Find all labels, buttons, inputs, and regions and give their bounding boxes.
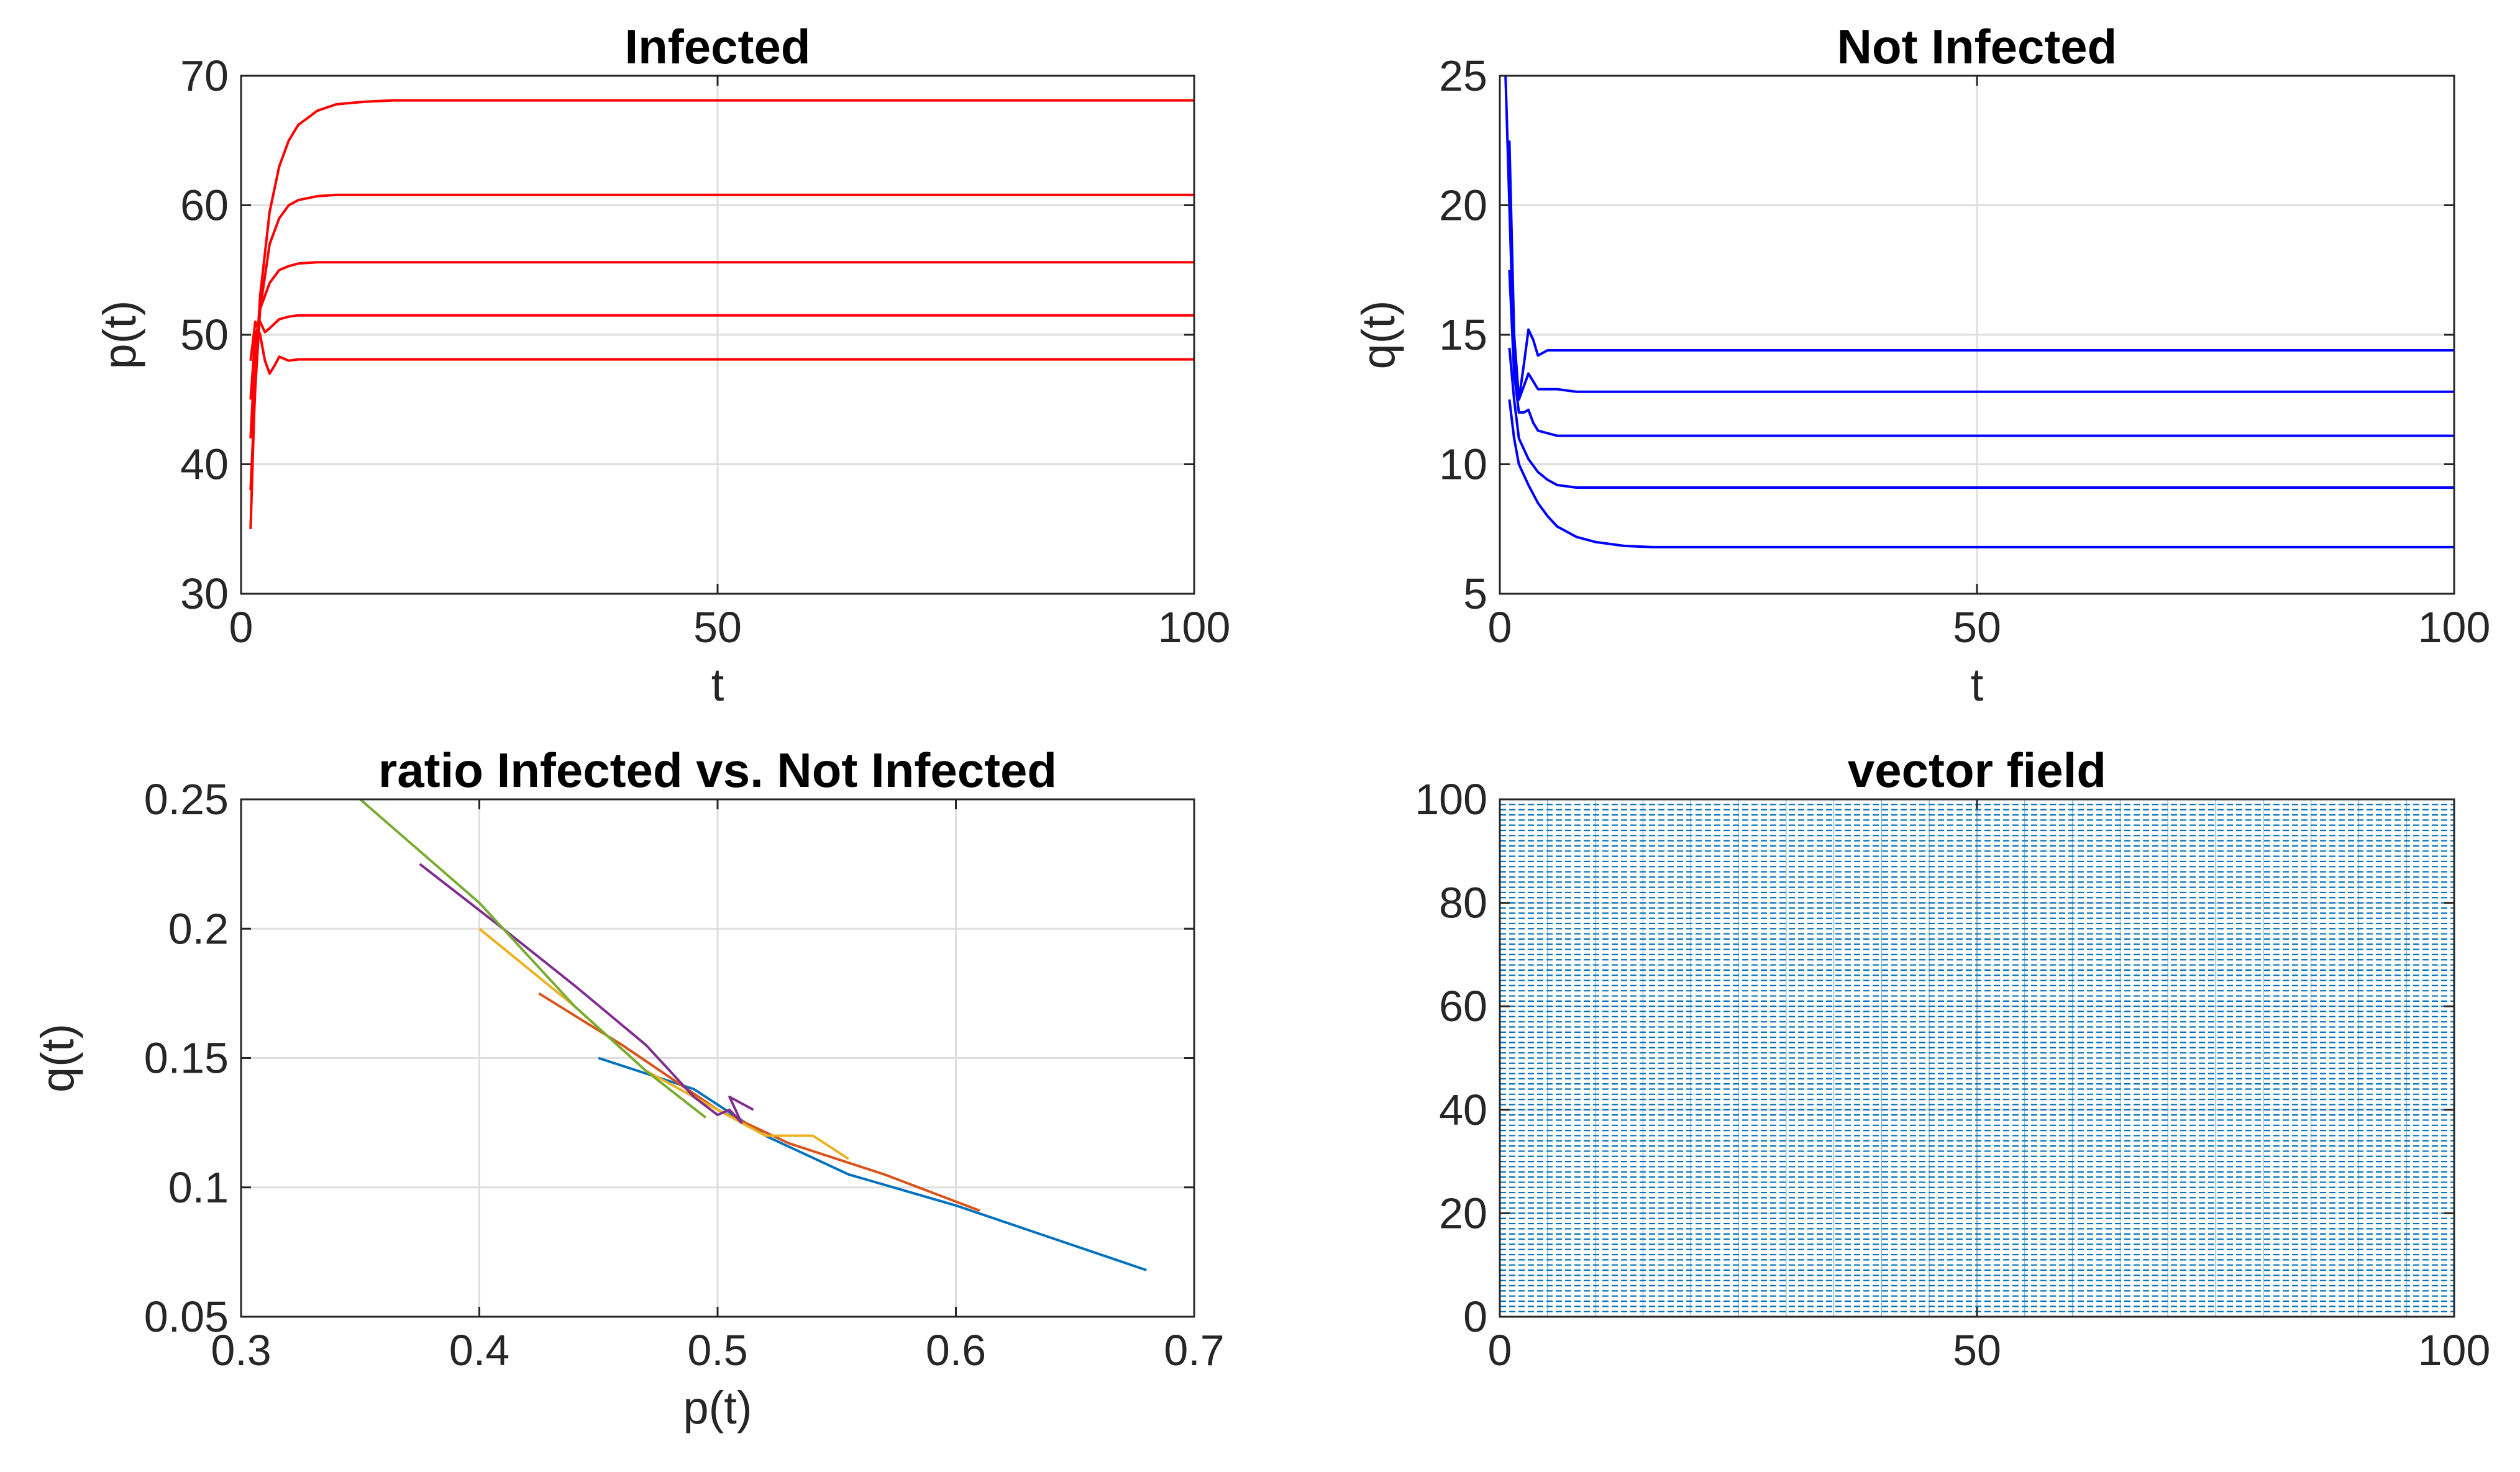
x-axis-label: t (711, 659, 724, 711)
y-tick-label: 10 (1439, 440, 1487, 489)
y-axis-label: p(t) (94, 301, 145, 370)
x-tick-label: 100 (2418, 1326, 2491, 1374)
x-tick-label: 0.3 (211, 1326, 271, 1374)
x-tick-label: 0 (1488, 1326, 1512, 1374)
y-tick-label: 50 (180, 311, 229, 359)
subplot-1: 0 50 100 30 40 50 60 70 Infected t p(t) (94, 19, 1230, 711)
y-tick-label: 5 (1463, 570, 1487, 618)
series-line-3 (249, 261, 1194, 438)
x-tick-label: 0 (229, 603, 253, 652)
data-layer (249, 99, 1194, 529)
y-tick-label: 70 (180, 52, 229, 100)
x-tick-label: 50 (693, 603, 742, 652)
axes-title: Infected (624, 19, 810, 74)
y-tick-label: 60 (180, 181, 229, 230)
axes-title: ratio Infected vs. Not Infected (378, 743, 1057, 797)
series-line-4 (1508, 347, 2454, 489)
x-tick-label: 100 (2418, 603, 2491, 652)
series-line-1 (249, 99, 1194, 529)
series-line-5 (359, 799, 707, 1119)
y-tick-label: 25 (1439, 52, 1487, 100)
x-tick-label: 100 (1158, 603, 1231, 652)
series-line-2 (1508, 140, 2454, 401)
data-layer (359, 799, 1147, 1271)
y-tick-label: 0.25 (144, 775, 229, 824)
x-tick-label: 50 (1953, 1326, 2001, 1374)
series-line-5 (249, 320, 1194, 375)
series-line-3 (1508, 270, 2454, 437)
axes-title: Not Infected (1837, 19, 2117, 74)
y-tick-label: 20 (1439, 181, 1487, 230)
y-axis-label: q(t) (32, 1024, 83, 1093)
x-tick-label: 0.6 (926, 1326, 986, 1374)
axes-title: vector field (1848, 743, 2106, 797)
data-layer (1504, 76, 2454, 548)
series-line-4 (419, 863, 754, 1124)
y-tick-label: 40 (1439, 1086, 1487, 1134)
y-tick-label: 20 (1439, 1189, 1487, 1237)
y-tick-label: 0.2 (168, 904, 229, 953)
y-tick-label: 0.1 (168, 1163, 229, 1212)
subplot-4: 0 50 100 0 20 40 60 80 100 vector field (1415, 743, 2490, 1374)
data-layer (1500, 799, 2454, 1317)
series-line-5 (1508, 399, 2454, 548)
y-tick-label: 30 (180, 570, 229, 618)
y-tick-label: 0 (1463, 1293, 1487, 1341)
x-tick-label: 0.5 (687, 1326, 747, 1374)
x-tick-label: 0 (1488, 603, 1512, 652)
y-tick-label: 0.05 (144, 1293, 229, 1341)
y-tick-label: 15 (1439, 311, 1487, 359)
x-axis-label: p(t) (683, 1382, 752, 1433)
x-tick-label: 0.4 (449, 1326, 509, 1374)
y-axis-label: q(t) (1353, 301, 1404, 370)
subplot-3: 0.3 0.4 0.5 0.6 0.7 0.05 0.1 0.15 0.2 0.25 ratio I… (32, 743, 1225, 1433)
y-tick-label: 0.15 (144, 1034, 229, 1083)
y-tick-label: 40 (180, 440, 229, 489)
subplot-2: 0 50 100 5 10 15 20 25 Not Infected t q(t) (1353, 19, 2490, 711)
x-tick-label: 50 (1953, 603, 2001, 652)
y-tick-label: 100 (1415, 775, 1487, 824)
series-line-4 (249, 314, 1194, 400)
y-tick-label: 80 (1439, 879, 1487, 927)
x-tick-label: 0.7 (1164, 1326, 1224, 1374)
y-tick-label: 60 (1439, 982, 1487, 1030)
x-axis-label: t (1971, 659, 1984, 711)
